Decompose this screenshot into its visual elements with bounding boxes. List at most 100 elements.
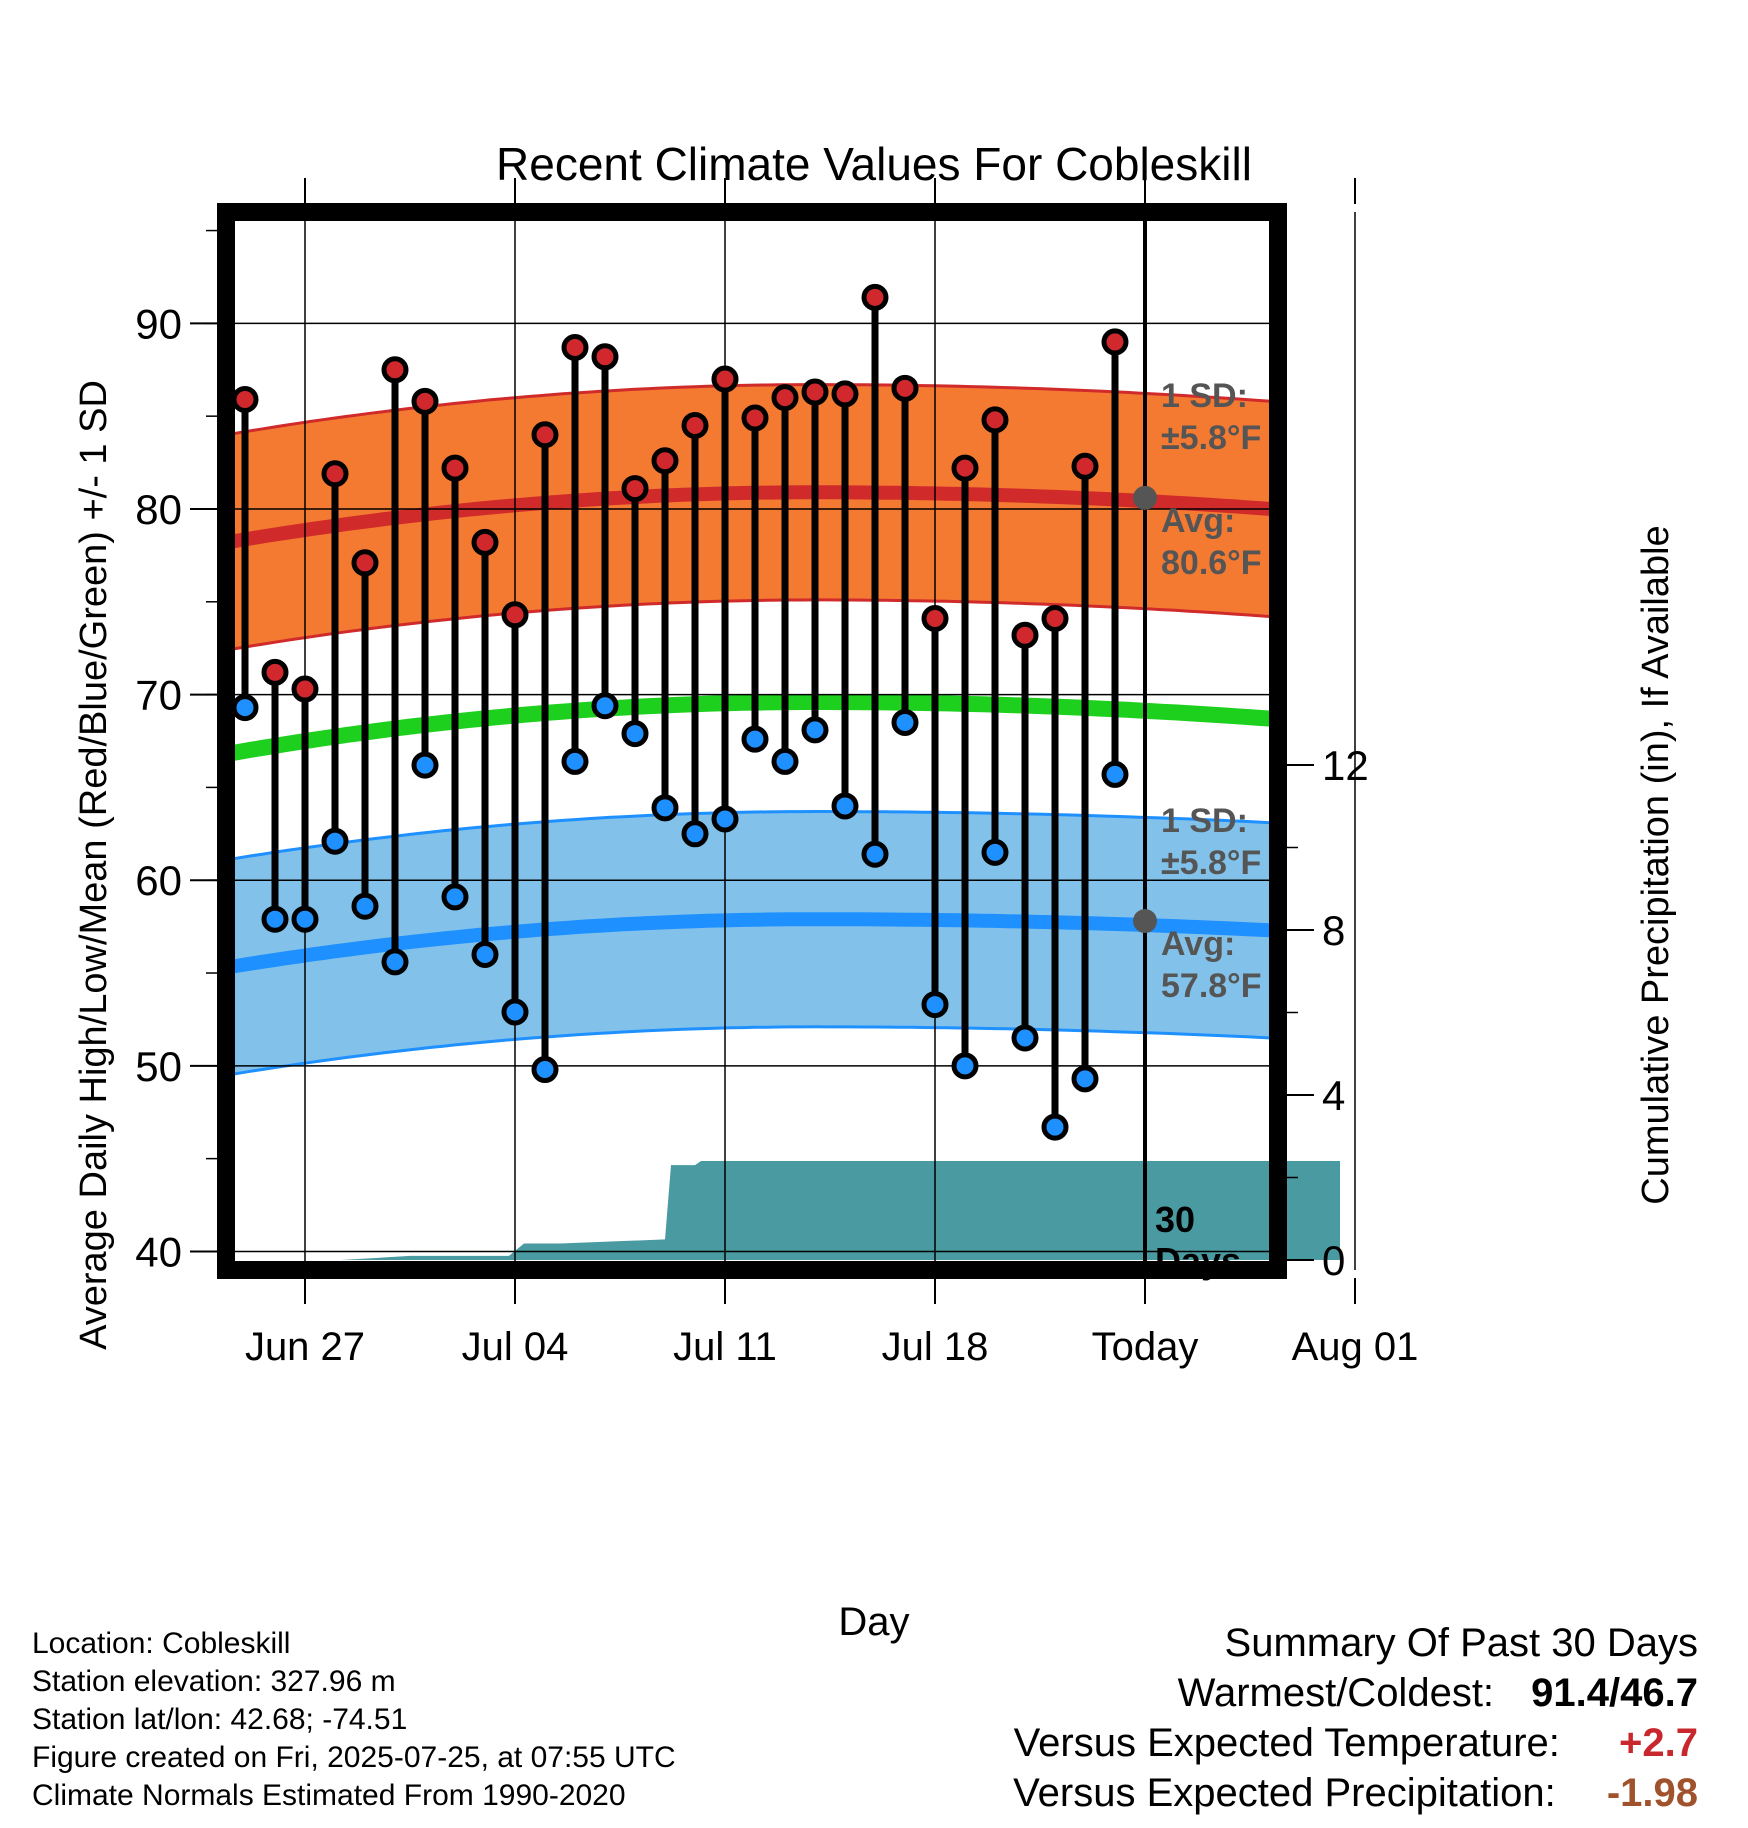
high-point: [1071, 452, 1099, 480]
low-point: [1101, 760, 1129, 788]
today-high-normal-marker: [1133, 485, 1157, 510]
high-point: [831, 380, 859, 408]
x-axis-label: Day: [838, 1600, 909, 1644]
info-elevation: Station elevation: 327.96 m: [32, 1665, 396, 1698]
low-point: [801, 716, 829, 744]
y-tick-label: 90: [135, 300, 182, 347]
low-point: [591, 692, 619, 720]
low-point: [291, 905, 319, 933]
summary-temp-label: Versus Expected Temperature:: [1013, 1721, 1560, 1765]
low-point: [741, 725, 769, 753]
annotation-high-sd-value: ±5.8°F: [1161, 419, 1261, 457]
low-point: [441, 883, 469, 911]
low-point: [501, 998, 529, 1026]
x-tick-label: Jul 11: [673, 1325, 777, 1369]
high-point: [501, 601, 529, 629]
low-point: [381, 948, 409, 976]
low-point: [411, 751, 439, 779]
low-point: [981, 838, 1009, 866]
normal-high-line: [225, 485, 1272, 550]
y2-tick-label: 0: [1322, 1237, 1345, 1284]
high-point: [861, 283, 889, 311]
annotation-high-avg-value: 80.6°F: [1161, 544, 1262, 582]
precip-area: [341, 1161, 1340, 1260]
high-point: [321, 460, 349, 488]
normal-low-band-upper: [226, 810, 1272, 862]
high-point: [921, 604, 949, 632]
y2-axis-label: Cumulative Precipitation (in), If Availa…: [1635, 525, 1677, 1204]
normal-high-band-lower: [226, 598, 1272, 652]
low-point: [1011, 1024, 1039, 1052]
annotation-low-avg: Avg:: [1161, 925, 1235, 963]
low-point: [951, 1052, 979, 1080]
summary-temp-value: +2.7: [1619, 1721, 1698, 1765]
normal-high-band-upper: [226, 383, 1272, 437]
annotation-high-avg: Avg:: [1161, 502, 1235, 540]
info-latlon: Station lat/lon: 42.68; -74.51: [32, 1703, 408, 1736]
high-point: [1041, 604, 1069, 632]
summary-panel: Summary Of Past 30 Days Warmest/Coldest:…: [1013, 1618, 1698, 1818]
low-point: [1041, 1113, 1069, 1141]
y-axis-label: Average Daily High/Low/Mean (Red/Blue/Gr…: [73, 380, 115, 1350]
high-point: [591, 343, 619, 371]
low-point: [621, 720, 649, 748]
low-point: [351, 892, 379, 920]
summary-precip-row: Versus Expected Precipitation: -1.98: [1013, 1768, 1698, 1818]
x-tick-label: Jul 04: [462, 1325, 569, 1369]
today-low-normal-marker: [1133, 909, 1157, 934]
info-location: Location: Cobleskill: [32, 1627, 291, 1660]
low-point: [231, 694, 259, 722]
high-point: [291, 675, 319, 703]
high-point: [891, 374, 919, 402]
y-tick-label: 80: [135, 486, 182, 533]
station-info: Location: Cobleskill Station elevation: …: [32, 1625, 676, 1815]
summary-temp-row: Versus Expected Temperature: +2.7: [1013, 1718, 1698, 1768]
normal-low-line: [225, 912, 1272, 975]
y-tick-label: 70: [135, 672, 182, 719]
y2-tick-label: 12: [1322, 742, 1369, 789]
high-point: [231, 385, 259, 413]
low-point: [771, 747, 799, 775]
annotation-high-sd: 1 SD:: [1161, 377, 1248, 415]
info-normals: Climate Normals Estimated From 1990-2020: [32, 1779, 626, 1812]
info-created: Figure created on Fri, 2025-07-25, at 07…: [32, 1741, 676, 1774]
high-point: [261, 658, 289, 686]
low-point: [561, 747, 589, 775]
summary-precip-label: Versus Expected Precipitation:: [1013, 1771, 1556, 1815]
low-point: [261, 905, 289, 933]
summary-warm-label: Warmest/Coldest:: [1177, 1671, 1495, 1715]
low-point: [711, 805, 739, 833]
x-tick-label: Jun 27: [245, 1325, 365, 1369]
summary-title: Summary Of Past 30 Days: [1224, 1621, 1698, 1665]
high-point: [741, 404, 769, 432]
low-point: [1071, 1065, 1099, 1093]
high-point: [801, 378, 829, 406]
high-point: [951, 454, 979, 482]
y-tick-label: 50: [135, 1043, 182, 1090]
low-point: [471, 940, 499, 968]
normal-low-band-lower: [226, 1025, 1272, 1077]
y2-tick-label: 8: [1322, 907, 1345, 954]
low-point: [681, 820, 709, 848]
summary-warm-row: Warmest/Coldest: 91.4/46.7: [1013, 1668, 1698, 1718]
y2-tick-label: 4: [1322, 1072, 1345, 1119]
x-tick-label: Aug 01: [1292, 1325, 1419, 1369]
x-tick-label: Jul 18: [882, 1325, 989, 1369]
high-point: [411, 387, 439, 415]
low-point: [861, 840, 889, 868]
high-point: [531, 421, 559, 449]
summary-warm-value: 91.4/46.7: [1531, 1671, 1698, 1715]
plot-frame: [217, 203, 1287, 1279]
high-point: [561, 333, 589, 361]
high-point: [381, 356, 409, 384]
annotation-low-sd-value: ±5.8°F: [1161, 844, 1261, 882]
y-tick-label: 60: [135, 857, 182, 904]
high-point: [621, 475, 649, 503]
high-point: [681, 411, 709, 439]
low-point: [651, 794, 679, 822]
high-point: [471, 528, 499, 556]
high-point: [1011, 621, 1039, 649]
low-point: [531, 1056, 559, 1084]
annotation-low-avg-value: 57.8°F: [1161, 967, 1262, 1005]
